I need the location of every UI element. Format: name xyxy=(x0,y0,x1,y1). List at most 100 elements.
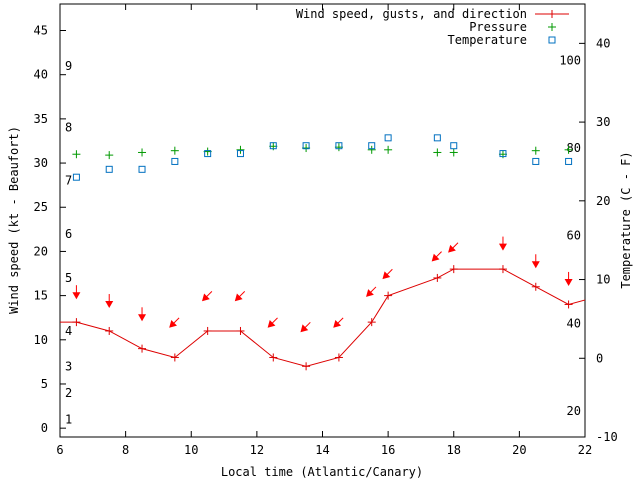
wind-point xyxy=(597,292,605,300)
beaufort-label: 4 xyxy=(65,324,72,338)
arrow-head xyxy=(333,320,342,328)
x-tick-label: 10 xyxy=(184,443,198,457)
pressure-point xyxy=(384,145,393,154)
beaufort-label: 6 xyxy=(65,227,72,241)
wind-direction-arrow xyxy=(72,285,81,300)
arrow-head xyxy=(169,320,177,328)
temperature-point xyxy=(171,157,179,165)
y-tick-left-label: 5 xyxy=(41,377,48,391)
legend-label-pressure: Pressure xyxy=(469,20,527,34)
pressure-series xyxy=(72,142,573,160)
y-tick-left-label: 35 xyxy=(34,112,48,126)
arrow-head xyxy=(201,293,210,302)
pressure-point xyxy=(138,148,147,157)
wind-point xyxy=(236,326,245,335)
y-tick-left-label: 25 xyxy=(34,200,48,214)
arrow-head xyxy=(234,293,243,302)
temperature-point xyxy=(565,157,573,165)
x-tick-label: 8 xyxy=(122,443,129,457)
x-tick-label: 20 xyxy=(512,443,526,457)
wind-direction-arrow xyxy=(105,294,114,309)
legend-label-temperature: Temperature xyxy=(448,33,527,47)
plot-frame xyxy=(59,3,586,438)
wind-speed-line xyxy=(60,268,585,367)
y-tick-right-label: 0 xyxy=(596,351,603,365)
x-tick-label: 22 xyxy=(578,443,592,457)
y-tick-left-label: 15 xyxy=(34,289,48,303)
temperature-point xyxy=(236,150,244,158)
y-tick-right-label: -10 xyxy=(596,430,618,444)
wind-point xyxy=(498,265,507,274)
wind-point xyxy=(367,318,376,327)
pressure-point xyxy=(367,145,376,154)
wind-direction-arrow xyxy=(201,291,213,302)
y-tick-right-label: 40 xyxy=(596,36,610,50)
wind-direction-arrow xyxy=(333,317,344,328)
x-tick-label: 12 xyxy=(250,443,264,457)
y-tick-right-label: 10 xyxy=(596,273,610,287)
pressure-point xyxy=(72,150,81,159)
wind-direction-arrow xyxy=(267,317,278,328)
temperature-point xyxy=(499,150,507,158)
temperature-point xyxy=(302,142,310,150)
arrow-head xyxy=(300,324,309,333)
wind-point xyxy=(449,265,458,274)
wind-direction-arrow xyxy=(531,254,540,269)
beaufort-label: 8 xyxy=(65,121,72,135)
pressure-point xyxy=(105,151,114,160)
wind-series xyxy=(40,265,605,371)
wind-point xyxy=(138,344,147,353)
arrow-head xyxy=(498,243,507,251)
beaufort-label: 9 xyxy=(65,59,72,73)
pressure-point xyxy=(236,145,245,154)
beaufort-label: 1 xyxy=(65,412,72,426)
y-tick-left-label: 20 xyxy=(34,244,48,258)
temperature-point xyxy=(72,173,80,181)
arrow-head xyxy=(431,253,440,262)
wind-direction-arrow xyxy=(138,307,147,322)
wind-direction-arrow xyxy=(498,236,507,251)
beaufort-label: 7 xyxy=(65,174,72,188)
temperature-point xyxy=(532,157,540,165)
wind-direction-arrow xyxy=(366,286,377,297)
y-tick-left-label: 30 xyxy=(34,156,48,170)
temperature-series xyxy=(72,134,573,181)
wind-point xyxy=(72,318,81,327)
beaufort-label: 3 xyxy=(65,359,72,373)
x-tick-label: 18 xyxy=(447,443,461,457)
pressure-point xyxy=(564,145,573,154)
beaufort-label: 2 xyxy=(65,386,72,400)
temperature-point xyxy=(384,134,392,142)
y-tick-right-label: 20 xyxy=(596,194,610,208)
wind-direction-arrow xyxy=(382,268,393,280)
wind-point xyxy=(40,318,48,326)
wind-direction-arrow xyxy=(564,271,573,286)
pressure-point xyxy=(170,146,179,155)
wind-direction-arrow xyxy=(169,317,180,328)
temperature-point xyxy=(269,142,277,150)
x-tick-label: 6 xyxy=(56,443,63,457)
temperature-point xyxy=(105,165,113,173)
beaufort-label: 5 xyxy=(65,271,72,285)
arrow-head xyxy=(366,289,374,297)
wind-point xyxy=(105,326,114,335)
legend-sample-temperature xyxy=(548,36,556,44)
x-tick-label: 16 xyxy=(381,443,395,457)
fahrenheit-label: 20 xyxy=(567,404,581,418)
wind-point xyxy=(334,353,343,362)
arrow-head xyxy=(72,292,81,300)
x-axis-label: Local time (Atlantic/Canary) xyxy=(221,465,423,479)
temperature-point xyxy=(368,142,376,150)
wind-direction-arrow xyxy=(234,291,246,302)
wind-point xyxy=(433,273,442,282)
temperature-point xyxy=(204,150,212,158)
arrow-head xyxy=(105,301,114,309)
arrow-head xyxy=(382,271,391,280)
wind-point xyxy=(269,353,278,362)
wind-direction-arrow xyxy=(431,251,442,262)
wind-point xyxy=(302,362,311,371)
wind-point xyxy=(170,353,179,362)
pressure-point xyxy=(433,148,442,157)
pressure-point xyxy=(449,148,458,157)
